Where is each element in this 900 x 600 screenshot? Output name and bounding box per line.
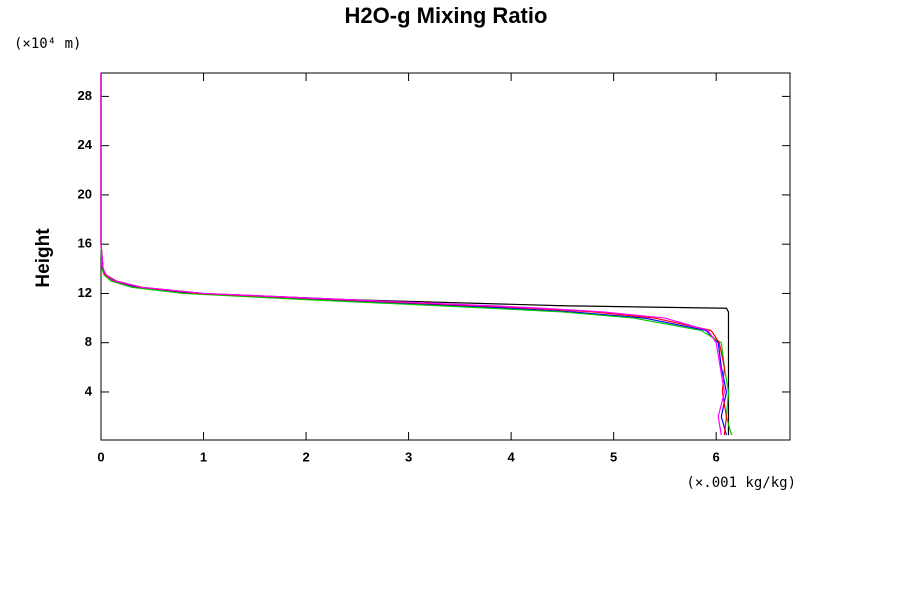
x-tick-label: 5 bbox=[610, 449, 617, 464]
x-unit: (×.001 kg/kg) bbox=[686, 475, 796, 491]
x-tick-label: 3 bbox=[405, 449, 412, 464]
x-tick-label: 4 bbox=[508, 449, 516, 464]
profile-line bbox=[100, 73, 728, 436]
y-tick-label: 16 bbox=[78, 236, 92, 251]
x-tick-label: 2 bbox=[302, 449, 309, 464]
y-tick-label: 28 bbox=[78, 88, 92, 103]
y-axis-title: Height bbox=[33, 228, 54, 288]
y-tick-label: 24 bbox=[78, 137, 93, 152]
chart-title: H2O-g Mixing Ratio bbox=[345, 3, 548, 28]
y-tick-label: 20 bbox=[78, 186, 92, 201]
x-tick-label: 0 bbox=[97, 449, 104, 464]
y-tick-label: 8 bbox=[85, 334, 92, 349]
y-tick-label: 4 bbox=[85, 383, 93, 398]
y-unit: (×10⁴ m) bbox=[14, 36, 81, 52]
profile-line bbox=[100, 73, 730, 436]
x-tick-label: 1 bbox=[200, 449, 207, 464]
profile-line bbox=[100, 73, 728, 436]
y-tick-label: 12 bbox=[78, 285, 92, 300]
x-tick-label: 6 bbox=[713, 449, 720, 464]
plot-frame bbox=[100, 72, 791, 441]
profile-line bbox=[100, 73, 725, 436]
profile-line bbox=[100, 73, 733, 436]
